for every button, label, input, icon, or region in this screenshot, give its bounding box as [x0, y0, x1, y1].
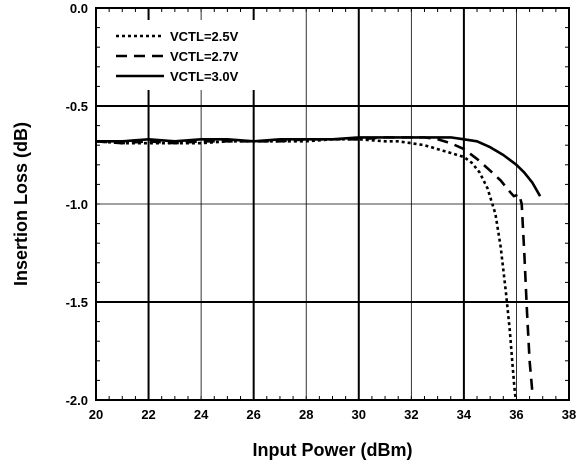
x-tick-label: 24 [194, 407, 209, 422]
y-tick-label: -1.5 [66, 295, 88, 310]
x-tick-label: 22 [141, 407, 155, 422]
x-axis-ticks: 20 22 24 26 28 30 32 34 36 38 [89, 407, 576, 422]
y-tick-label: 0.0 [70, 1, 88, 16]
x-axis-title: Input Power (dBm) [253, 440, 413, 460]
series-line-2 [95, 136, 534, 391]
x-tick-label: 30 [352, 407, 366, 422]
series-line-1 [95, 138, 517, 401]
y-tick-label: -0.5 [66, 99, 88, 114]
plot-frame [95, 7, 570, 401]
legend: VCTL=2.5V VCTL=2.7V VCTL=3.0V [104, 20, 304, 90]
y-axis-ticks: 0.0 -0.5 -1.0 -1.5 -2.0 [66, 1, 88, 408]
y-tick-label: -1.0 [66, 197, 88, 212]
x-tick-label: 34 [457, 407, 472, 422]
x-tick-label: 28 [299, 407, 313, 422]
legend-label-1: VCTL=2.5V [170, 29, 239, 44]
series-lines [95, 136, 542, 401]
y-tick-label: -2.0 [66, 393, 88, 408]
x-tick-label: 36 [509, 407, 523, 422]
x-tick-label: 38 [562, 407, 576, 422]
legend-label-2: VCTL=2.7V [170, 49, 239, 64]
x-tick-label: 26 [246, 407, 260, 422]
series-line-3 [96, 136, 542, 197]
x-tick-label: 20 [89, 407, 103, 422]
legend-label-3: VCTL=3.0V [170, 69, 239, 84]
y-axis-title: Insertion Loss (dB) [11, 122, 31, 286]
x-tick-label: 32 [404, 407, 418, 422]
